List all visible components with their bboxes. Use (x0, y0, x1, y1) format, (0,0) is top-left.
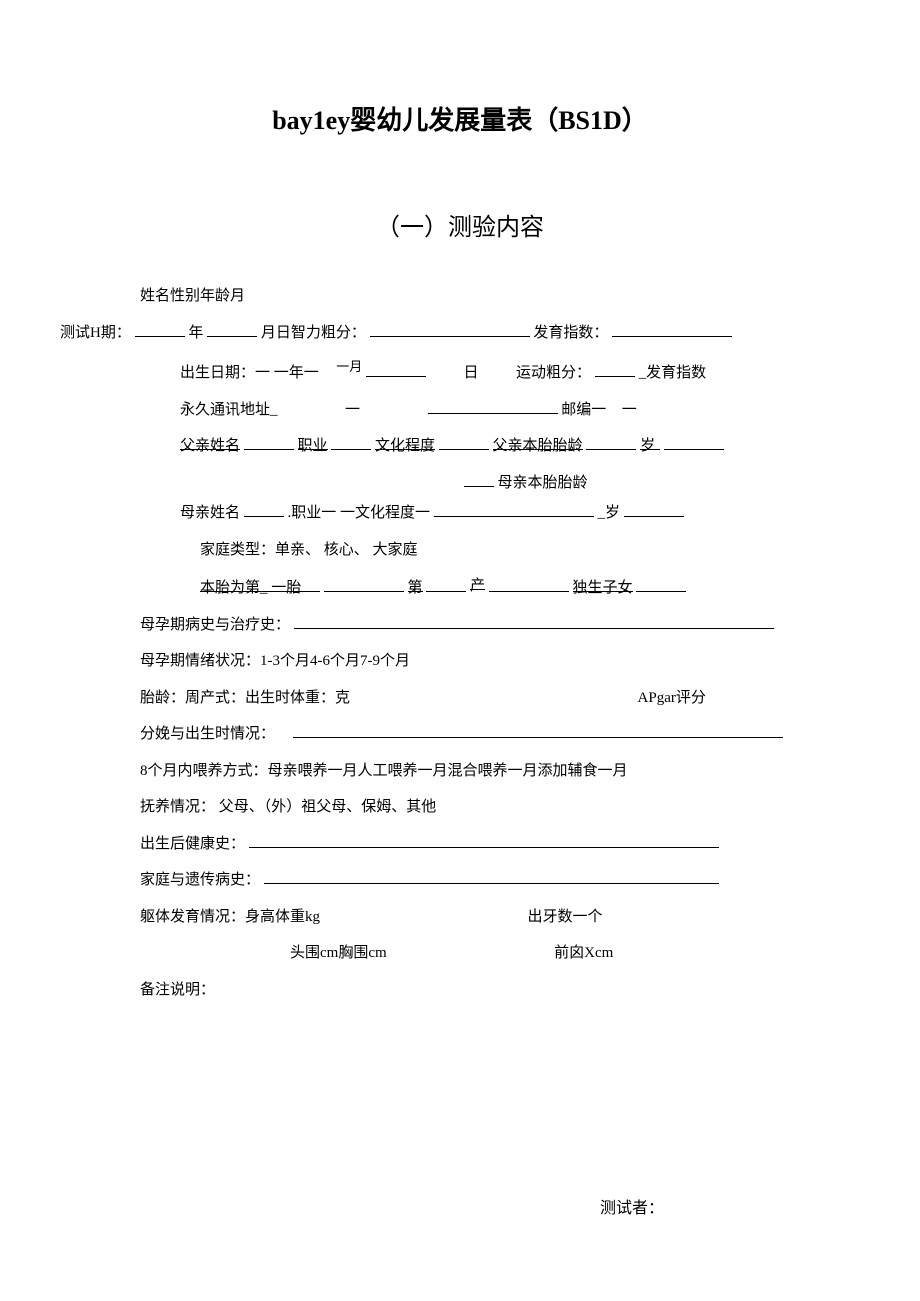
label-head-chest: 头围cm胸围cm (290, 945, 387, 961)
label-teeth: 出牙数一个 (528, 909, 603, 925)
label-di: 第 (408, 574, 423, 592)
label-gestational: 胎龄：周产式：出生时体重：克 (140, 690, 350, 706)
row-birth-order: 本胎为第_ 一胎 第 产 独生子女 (60, 572, 860, 603)
blank[interactable] (294, 611, 774, 629)
label-preg-history: 母孕期病史与治疗史： (140, 617, 290, 633)
blank[interactable] (464, 469, 494, 487)
row-father: 父亲姓名 职业 文化程度 父亲本胎胎龄 岁 (60, 432, 860, 461)
blank[interactable] (324, 574, 404, 592)
blank[interactable] (624, 499, 684, 517)
blank[interactable] (249, 830, 719, 848)
blank[interactable] (612, 319, 732, 337)
label-address: 永久通讯地址_ (180, 402, 278, 418)
row-birth-date: 出生日期：一 一年一 一月 日 运动粗分： _发育指数 (60, 355, 860, 388)
label-mother-name: 母亲姓名 (180, 505, 240, 521)
label-month-mental: 月日智力粗分： (261, 325, 366, 341)
row-feeding: 8个月内喂养方式：母亲喂养一月人工喂养一月混合喂养一月添加辅食一月 (60, 757, 860, 786)
row-family-type: 家庭类型：单亲、 核心、 大家庭 (60, 536, 860, 565)
row-mother: 母亲本胎胎龄 (60, 469, 860, 498)
label-occupation: 职业 (298, 432, 328, 450)
label-father-age: 父亲本胎胎龄 (493, 432, 583, 450)
label-dev-index: 发育指数： (533, 325, 608, 341)
label-test-date: 测试H期： (60, 325, 131, 341)
row-remarks: 备注说明： (60, 976, 860, 1005)
label-month: 一月 (336, 359, 362, 374)
label-only-child: 独生子女 (573, 574, 633, 592)
blank[interactable] (636, 574, 686, 592)
row-health-history: 出生后健康史： (60, 830, 860, 859)
blank[interactable] (428, 396, 558, 414)
label-father-name: 父亲姓名 (180, 432, 240, 450)
blank[interactable] (244, 432, 294, 450)
blank[interactable] (207, 319, 257, 337)
tester-label: 测试者： (60, 1194, 860, 1218)
section-subtitle: （一）测验内容 (60, 207, 860, 242)
label-health-history: 出生后健康史： (140, 836, 245, 852)
label-mother-age: 母亲本胎胎龄 (498, 475, 588, 491)
row-delivery: 分娩与出生时情况： (60, 720, 860, 749)
label-motor-score: 运动粗分： (516, 365, 591, 381)
text-dash: 一 (345, 402, 360, 418)
label-sui: 岁 (640, 432, 660, 450)
blank[interactable] (135, 319, 185, 337)
blank[interactable] (664, 432, 724, 450)
blank[interactable] (331, 432, 371, 450)
row-body-dev: 躯体发育情况：身高体重kg 出牙数一个 (60, 903, 860, 932)
row-gestational: 胎龄：周产式：出生时体重：克 APgar评分 (60, 684, 860, 713)
blank[interactable] (244, 499, 284, 517)
label-sui2: _岁 (598, 505, 621, 521)
row-mother2: 母亲姓名 .职业一 一文化程度一 _岁 (60, 499, 860, 528)
main-title: bay1ey婴幼儿发展量表（BS1D） (60, 100, 860, 137)
document-page: bay1ey婴幼儿发展量表（BS1D） （一）测验内容 姓名性别年龄月 测试H期… (0, 0, 920, 1301)
label-year: 年 (188, 325, 203, 341)
row-address: 永久通讯地址_ 一 邮编一 一 (60, 396, 860, 425)
row-pregnancy-history: 母孕期病史与治疗史： (60, 611, 860, 640)
label-mother-occ: .职业一 一文化程度一 (288, 505, 431, 521)
label-delivery: 分娩与出生时情况： (140, 726, 275, 742)
row-name-sex-age: 姓名性别年龄月 (60, 282, 860, 311)
label-postcode: 邮编一 (561, 402, 606, 418)
blank[interactable] (439, 432, 489, 450)
row-pregnancy-mood: 母孕期情绪状况：1-3个月4-6个月7-9个月 (60, 647, 860, 676)
text-dash2: 一 (622, 402, 637, 418)
label-apgar: APgar评分 (638, 690, 706, 706)
label-dev-index2: _发育指数 (639, 365, 707, 381)
label-birth-date: 出生日期：一 一年一 (180, 365, 319, 381)
label-body-dev: 躯体发育情况：身高体重kg (140, 909, 320, 925)
blank[interactable] (264, 866, 719, 884)
label-heredity: 家庭与遗传病史： (140, 872, 260, 888)
label-chan: 产 (470, 572, 485, 590)
blank[interactable] (426, 574, 466, 592)
blank[interactable] (366, 359, 426, 377)
row-caregiver: 抚养情况： 父母、（外）祖父母、保姆、其他 (60, 793, 860, 822)
blank[interactable] (489, 574, 569, 592)
label-education: 文化程度 (375, 432, 435, 450)
blank[interactable] (293, 720, 783, 738)
blank[interactable] (434, 499, 594, 517)
row-heredity: 家庭与遗传病史： (60, 866, 860, 895)
label-day: 日 (464, 365, 479, 381)
label-birth-num: 本胎为第_ 一胎 (200, 574, 320, 592)
blank[interactable] (370, 319, 530, 337)
blank[interactable] (586, 432, 636, 450)
row-test-date: 测试H期： 年 月日智力粗分： 发育指数： (60, 319, 860, 348)
row-circumference: 头围cm胸围cm 前囟Xcm (60, 939, 860, 968)
label-fontanelle: 前囟Xcm (554, 945, 613, 961)
blank[interactable] (595, 359, 635, 377)
